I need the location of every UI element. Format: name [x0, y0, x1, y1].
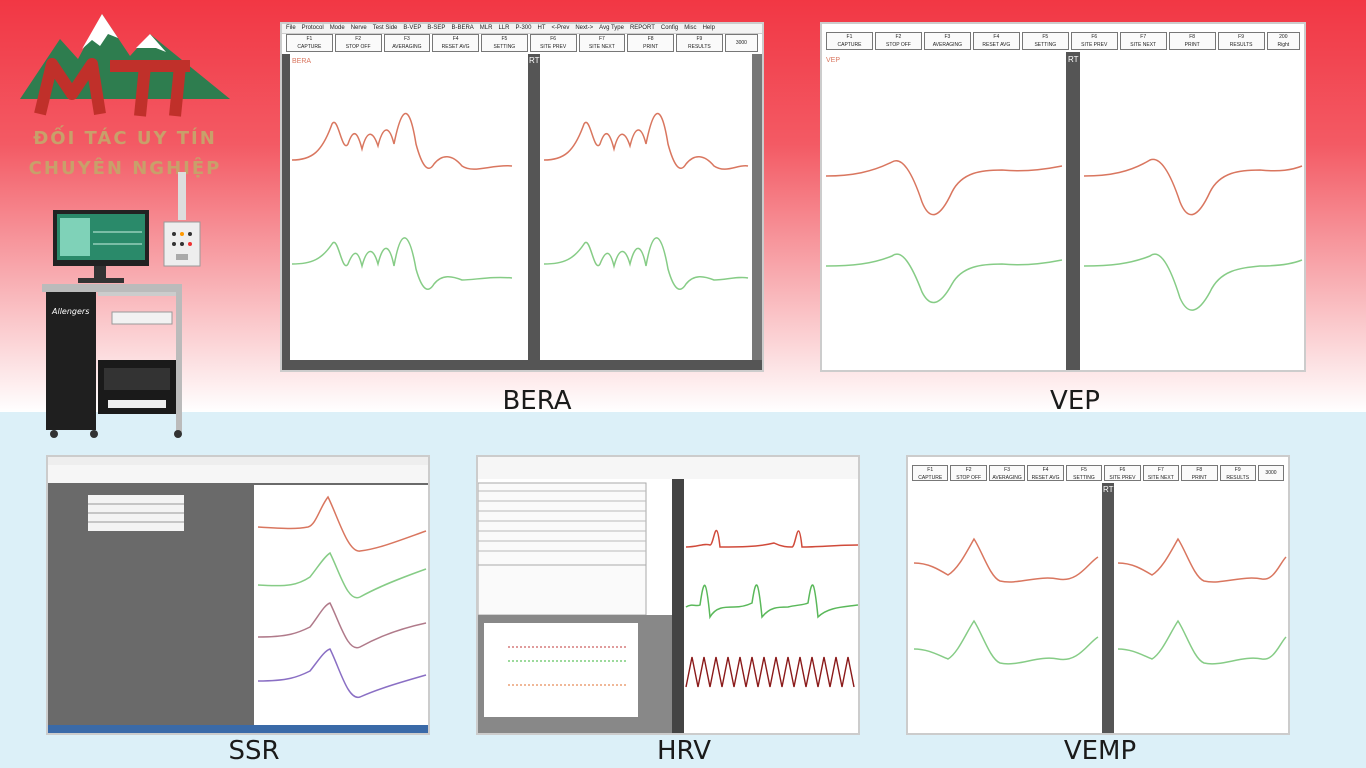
f4-button[interactable]: F4 RESET AVG [432, 34, 479, 52]
f6-button[interactable]: F6 SITE PREV [1070, 32, 1118, 50]
f8-button[interactable]: F8 PRINT [1181, 465, 1218, 481]
hrv-waveform-area [478, 457, 858, 733]
f3-button[interactable]: F3 AVERAGING [923, 32, 971, 50]
vemp-caption: VEMP [1063, 736, 1137, 766]
f9-button[interactable]: F9 RESULTS [1217, 32, 1265, 50]
f1-button[interactable]: F1 CAPTURE [826, 32, 873, 50]
f1-button[interactable]: F1 CAPTURE [286, 34, 333, 52]
hrv-screenshot [476, 455, 860, 735]
f2-button[interactable]: F2 STOP OFF [874, 32, 922, 50]
ssr-caption: SSR [228, 736, 280, 766]
vep-waveform-area: VEP RT [825, 52, 1303, 370]
bera-screenshot: File Protocol Mode Nerve Test Side B-VEP B-SEP… [280, 22, 764, 372]
vep-screenshot: F1 CAPTURE F2 STOP OFF F3 AVERAGING F4 RESET… [820, 22, 1306, 372]
f3-button[interactable]: F3 AVERAGING [383, 34, 431, 52]
f4-button[interactable]: F4 RESET AVG [1027, 465, 1064, 481]
bera-tag: BERA [292, 58, 311, 65]
vep-tag: VEP [826, 57, 840, 64]
f3-button[interactable]: F3 AVERAGING [988, 465, 1026, 481]
menu-bar: File Protocol Mode Nerve Test Side B-VEP B-SEP… [282, 24, 762, 34]
function-key-bar: F1 CAPTURE F2 STOP OFF F3 AVERAGING F4 RESET… [912, 465, 1285, 481]
vemp-screenshot: F1 CAPTURE F2 STOP OFF F3 AVERAGING F4 RESET… [906, 455, 1290, 735]
f1-button[interactable]: F1 CAPTURE [912, 465, 949, 481]
value-box[interactable]: 200 Right [1266, 32, 1301, 50]
hrv-caption: HRV [657, 736, 711, 766]
f5-button[interactable]: F5 SETTING [1021, 32, 1069, 50]
f6-button[interactable]: F6 SITE PREV [1104, 465, 1141, 481]
vep-caption: VEP [1050, 386, 1100, 416]
ssr-screenshot [46, 455, 430, 735]
f8-button[interactable]: F8 PRINT [627, 34, 674, 52]
vemp-side-tag: RT [1103, 485, 1114, 494]
bera-caption: BERA [502, 386, 572, 416]
f5-button[interactable]: F5 SETTING [1065, 465, 1103, 481]
vemp-waveform-area: RT [913, 483, 1287, 733]
f2-button[interactable]: F2 STOP OFF [334, 34, 382, 52]
f9-button[interactable]: F9 RESULTS [1219, 465, 1256, 481]
function-key-bar: F1 CAPTURE F2 STOP OFF F3 AVERAGING F4 RESET… [286, 34, 759, 52]
f4-button[interactable]: F4 RESET AVG [972, 32, 1020, 50]
function-key-bar: F1 CAPTURE F2 STOP OFF F3 AVERAGING F4 RESET… [826, 32, 1301, 50]
device-label: Allengers [51, 307, 89, 316]
bera-side-tag: RT [529, 56, 540, 65]
f5-button[interactable]: F5 SETTING [481, 34, 528, 52]
f8-button[interactable]: F8 PRINT [1168, 32, 1216, 50]
emg-device-image: Allengers [42, 172, 201, 438]
f6-button[interactable]: F6 SITE PREV [529, 34, 577, 52]
f7-button[interactable]: F7 SITE NEXT [1119, 32, 1167, 50]
f7-button[interactable]: F7 SITE NEXT [578, 34, 626, 52]
f2-button[interactable]: F2 STOP OFF [950, 465, 987, 481]
value-box[interactable]: 3000 [1257, 465, 1285, 481]
bera-waveform-area: BERA RT [282, 54, 762, 370]
tagline-line1: ĐỐI TÁC UY TÍN [33, 128, 217, 149]
tagline-line2: CHUYÊN NGHIỆP [28, 158, 222, 179]
f7-button[interactable]: F7 SITE NEXT [1142, 465, 1180, 481]
mountain-logo-icon [20, 14, 230, 117]
f9-button[interactable]: F9 RESULTS [676, 34, 723, 52]
value-box[interactable]: 3000 [724, 34, 759, 52]
vep-side-tag: RT [1068, 55, 1079, 64]
ssr-waveform-area [48, 457, 428, 733]
